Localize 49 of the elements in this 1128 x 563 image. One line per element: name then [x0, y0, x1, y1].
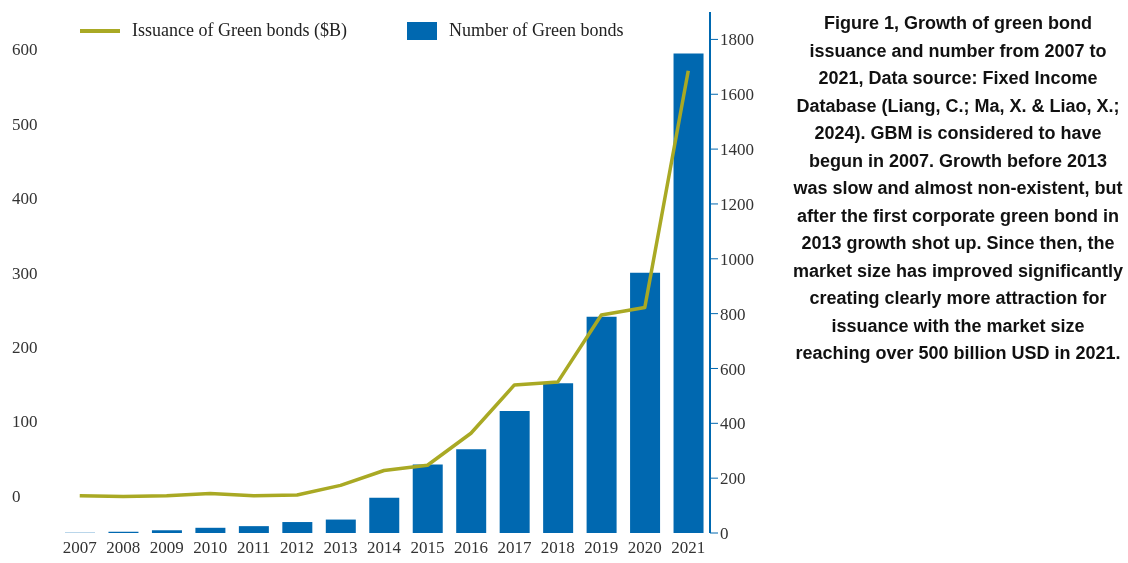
- x-tick-label: 2011: [236, 538, 271, 558]
- x-tick-label: 2016: [453, 538, 488, 558]
- x-tick-label: 2018: [540, 538, 575, 558]
- x-tick-label: 2020: [627, 538, 662, 558]
- y-tick-label: 100: [12, 412, 38, 432]
- x-tick-label: 2014: [367, 538, 402, 558]
- y2-tick-label: 1400: [720, 140, 754, 160]
- x-tick-label: 2015: [410, 538, 445, 558]
- text: Figure 1, Growth of green bond issuance and number from 2007 to 2021, Data source: Fixed Income Database (Liang, C.; Ma, X. & Liao, X.; 2024). GBM is considered to have begun in 2007. Growth before 2013 was slow and almost non-existent, but after the first corporate green bond in 2013 growth shot up. Since then, the market size has improved significantly creating clearly more attraction for issuance with the market size reaching over 500 billion USD in 2021.: [792, 13, 1124, 363]
- y-tick-label: 0: [12, 486, 21, 506]
- x-tick-label: 2007: [62, 538, 98, 558]
- bar: [412, 464, 443, 533]
- x-tick-label: 2013: [323, 538, 358, 558]
- y2-tick-label: 1000: [720, 249, 754, 269]
- legend-label: Issuance of Green bonds ($B): [132, 20, 347, 41]
- bar: [673, 53, 704, 533]
- y2-tick-label: 800: [720, 304, 746, 324]
- y-tick-label: 600: [12, 40, 38, 60]
- x-tick-label: 2017: [497, 538, 532, 558]
- bar: [586, 316, 617, 533]
- y2-tick-label: 1600: [720, 85, 754, 105]
- x-tick-label: 2010: [193, 538, 228, 558]
- bar: [195, 527, 226, 533]
- y-tick-label: 200: [12, 337, 38, 357]
- bar: [238, 526, 269, 533]
- bar: [369, 497, 400, 533]
- x-tick-label: 2019: [584, 538, 619, 558]
- bar: [282, 522, 313, 533]
- bar: [543, 383, 574, 533]
- legend-label: Number of Green bonds: [448, 20, 624, 41]
- bar: [499, 410, 530, 533]
- y-tick-label: 300: [12, 263, 38, 283]
- x-tick-label: 2009: [149, 538, 184, 558]
- y-tick-label: 500: [12, 114, 38, 134]
- x-tick-label: 2012: [280, 538, 315, 558]
- x-tick-label: 2021: [671, 538, 706, 558]
- y-tick-label: 400: [12, 189, 38, 209]
- line-series: [77, 69, 691, 499]
- bar: [325, 519, 356, 533]
- y2-tick-label: 200: [720, 469, 746, 489]
- y2-tick-label: 1200: [720, 194, 754, 214]
- y2-tick-label: 1800: [720, 30, 754, 50]
- y2-tick-label: 400: [720, 414, 746, 434]
- bar: [630, 272, 661, 533]
- x-tick-label: 2008: [106, 538, 141, 558]
- bar: [151, 530, 182, 533]
- y2-tick-label: 0: [720, 524, 729, 544]
- bar: [456, 449, 487, 533]
- y2-tick-label: 600: [720, 359, 746, 379]
